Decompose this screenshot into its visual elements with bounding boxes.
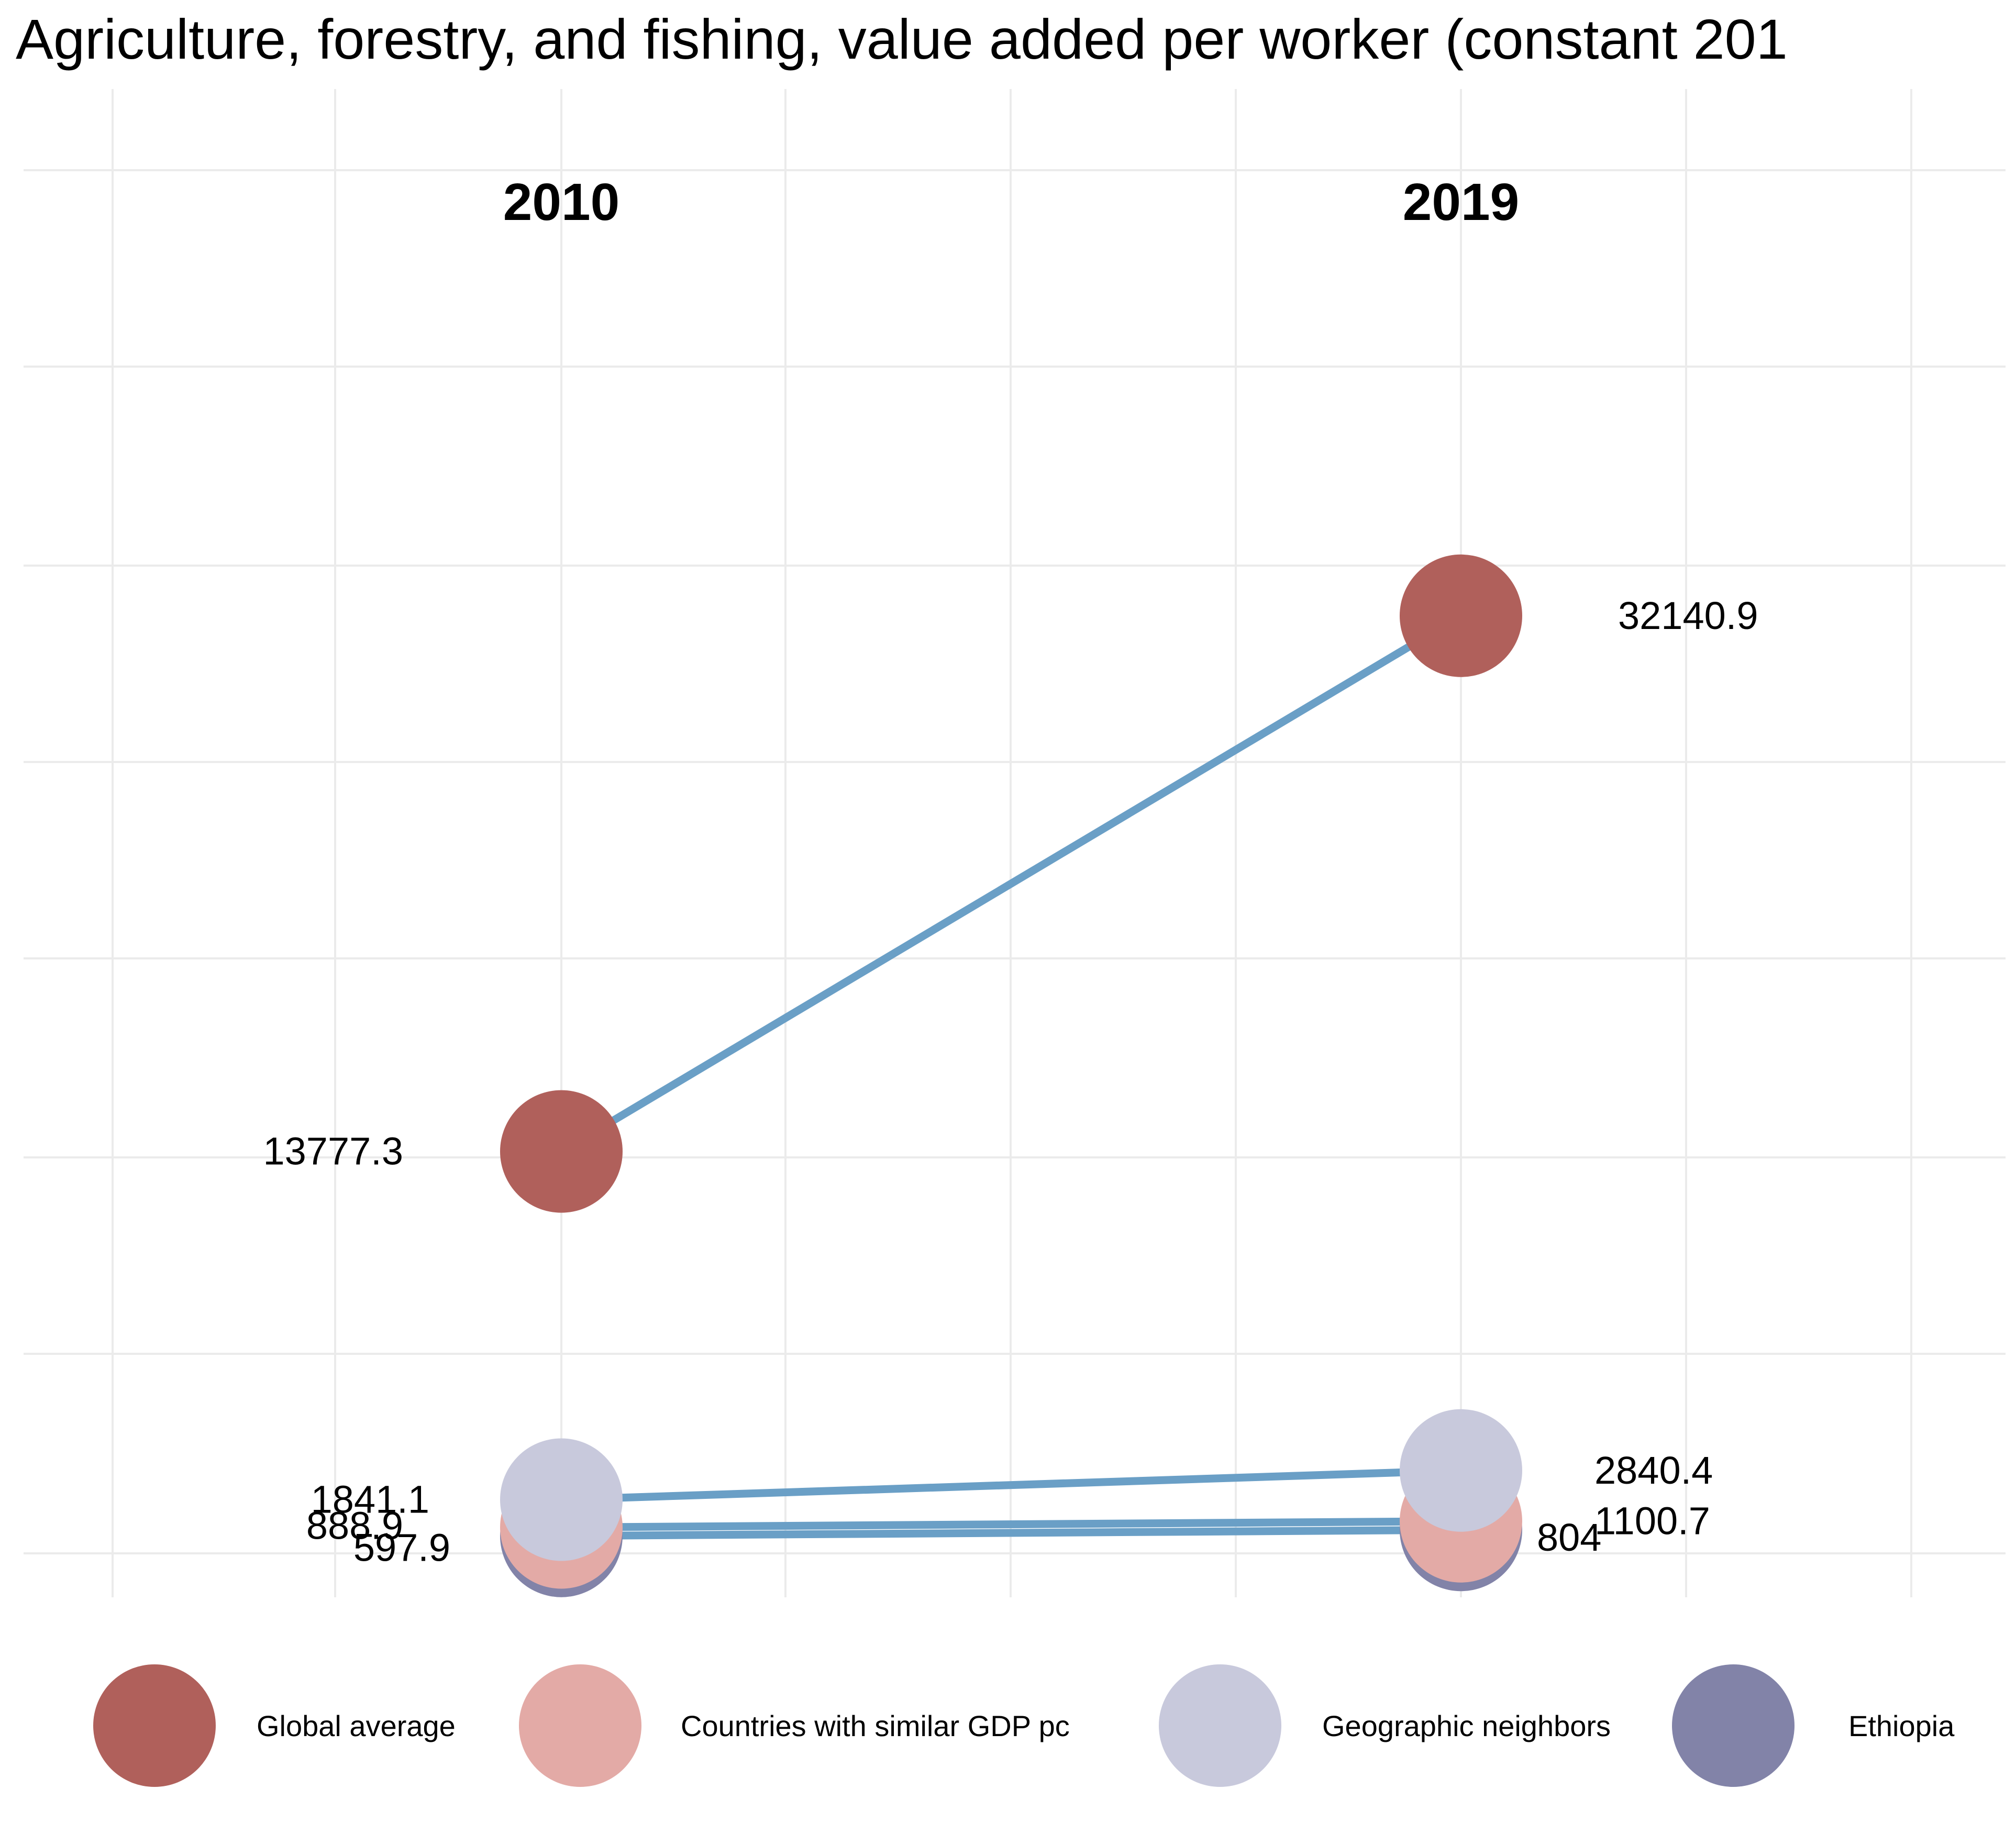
data-label-geographic-neighbors-2019: 2840.4 [1594, 1449, 1713, 1492]
legend-label-global-average: Global average [257, 1709, 456, 1742]
legend-swatch-countries-with-similar-gdp-pc [519, 1664, 641, 1787]
legend: Global average Countries with similar GDP… [93, 1664, 1955, 1787]
series-lines [559, 612, 1463, 1540]
point-global-average-2010 [500, 1090, 623, 1213]
series-points [500, 554, 1522, 1597]
data-label-global-average-2010: 13777.3 [263, 1130, 404, 1173]
chart-title: Agriculture, forestry, and fishing, valu… [16, 7, 1788, 71]
data-label-countries-with-similar-gdp-pc-2010: 888.9 [306, 1504, 403, 1547]
year-header-2019: 2019 [1403, 173, 1519, 231]
series-line-global-average [559, 612, 1463, 1155]
year-headers: 2010 2019 [503, 173, 1519, 231]
point-geographic-neighbors-2019 [1400, 1409, 1522, 1532]
legend-label-ethiopia: Ethiopia [1848, 1709, 1955, 1742]
data-labels: 13777.3 32140.9 888.9 1100.7 1841.1 2840.4 597… [263, 594, 1758, 1570]
series-line-ethiopia [561, 1526, 1461, 1540]
year-header-2010: 2010 [503, 173, 619, 231]
legend-swatch-ethiopia [1672, 1664, 1795, 1787]
data-label-geographic-neighbors-2010: 1841.1 [311, 1477, 429, 1521]
point-geographic-neighbors-2010 [500, 1438, 623, 1561]
point-global-average-2019 [1400, 554, 1522, 677]
data-label-ethiopia-2019: 804 [1537, 1516, 1601, 1559]
legend-swatch-geographic-neighbors [1159, 1664, 1281, 1787]
data-label-countries-with-similar-gdp-pc-2019: 1100.7 [1594, 1499, 1710, 1543]
data-label-ethiopia-2010: 597.9 [353, 1526, 450, 1570]
data-label-global-average-2019: 32140.9 [1618, 594, 1758, 637]
legend-swatch-global-average [93, 1664, 216, 1787]
legend-label-geographic-neighbors: Geographic neighbors [1322, 1709, 1611, 1742]
series-line-countries-with-similar-gdp-pc [561, 1517, 1461, 1531]
series-line-geographic-neighbors [561, 1466, 1461, 1504]
grid [24, 89, 2006, 1597]
legend-label-countries-with-similar-gdp-pc: Countries with similar GDP pc [681, 1709, 1070, 1742]
